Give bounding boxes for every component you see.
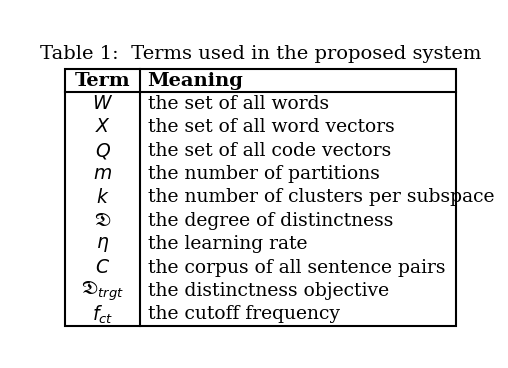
Text: the corpus of all sentence pairs: the corpus of all sentence pairs — [148, 259, 445, 277]
Text: $m$: $m$ — [93, 165, 112, 183]
Text: $f_{ct}$: $f_{ct}$ — [92, 303, 113, 326]
Text: $W$: $W$ — [92, 95, 113, 113]
Text: $\mathfrak{D}_{trgt}$: $\mathfrak{D}_{trgt}$ — [81, 279, 124, 303]
Text: Meaning: Meaning — [148, 71, 243, 89]
Text: the set of all words: the set of all words — [148, 95, 329, 113]
Text: $k$: $k$ — [96, 188, 109, 207]
Text: $\eta$: $\eta$ — [96, 235, 109, 254]
Text: $\mathfrak{D}$: $\mathfrak{D}$ — [94, 212, 111, 230]
Text: Term: Term — [75, 71, 131, 89]
Text: the distinctness objective: the distinctness objective — [148, 282, 389, 300]
Text: the learning rate: the learning rate — [148, 235, 307, 253]
Text: $C$: $C$ — [95, 259, 110, 277]
Text: the number of clusters per subspace: the number of clusters per subspace — [148, 188, 494, 206]
Text: the degree of distinctness: the degree of distinctness — [148, 212, 393, 230]
Text: the cutoff frequency: the cutoff frequency — [148, 305, 340, 323]
Text: the set of all word vectors: the set of all word vectors — [148, 118, 394, 136]
Text: the number of partitions: the number of partitions — [148, 165, 379, 183]
Text: Table 1:  Terms used in the proposed system: Table 1: Terms used in the proposed syst… — [40, 45, 482, 63]
Text: the set of all code vectors: the set of all code vectors — [148, 142, 391, 160]
Text: $Q$: $Q$ — [94, 141, 111, 161]
Text: $X$: $X$ — [94, 118, 111, 136]
